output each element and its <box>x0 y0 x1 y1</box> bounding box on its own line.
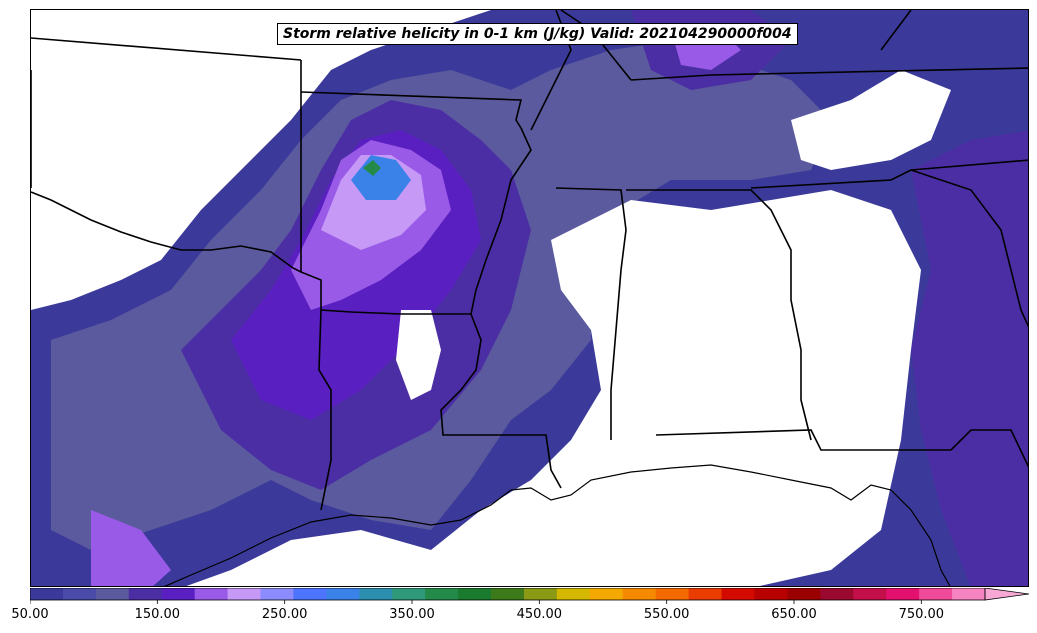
colorbar-segment <box>359 588 393 600</box>
colorbar-segment <box>853 588 887 600</box>
colorbar-segment <box>622 588 657 600</box>
helicity-map <box>31 10 1028 586</box>
colorbar-segment <box>556 588 591 600</box>
colorbar-segment <box>425 588 459 600</box>
colorbar-segment <box>161 588 196 600</box>
colorbar-segment <box>458 588 492 600</box>
helicity-field-east <box>911 130 1028 586</box>
colorbar-segment <box>523 588 558 600</box>
colorbar-segment <box>30 588 64 600</box>
colorbar-tick-label: 550.00 <box>643 607 690 622</box>
colorbar-segment <box>787 588 821 600</box>
colorbar-tick-label: 650.00 <box>771 607 817 622</box>
colorbar-outline <box>30 588 986 601</box>
colorbar-segment <box>293 588 327 600</box>
colorbar-segment <box>886 588 920 600</box>
map-title: Storm relative helicity in 0-1 km (J/kg)… <box>277 23 798 45</box>
coastline <box>164 464 951 586</box>
colorbar-segment <box>95 588 130 600</box>
colorbar-segment <box>589 588 624 600</box>
colorbar-segment <box>655 588 690 600</box>
helicity-field-gap-louisiana <box>396 310 441 400</box>
colorbar-tick-label: 150.00 <box>134 607 181 622</box>
helicity-field-gap-west <box>31 10 211 200</box>
colorbar-extend-arrow <box>984 588 1030 601</box>
colorbar-segment <box>392 588 426 600</box>
colorbar-segment <box>754 588 788 600</box>
colorbar-segment <box>227 588 262 600</box>
colorbar-segment <box>688 588 723 600</box>
colorbar-tick-label: 250.00 <box>261 607 308 622</box>
colorbar-segment <box>62 588 97 600</box>
colorbar-segment <box>721 588 755 600</box>
colorbar <box>30 588 1030 604</box>
map-panel: Storm relative helicity in 0-1 km (J/kg)… <box>30 9 1029 587</box>
colorbar-segment <box>919 588 953 600</box>
colorbar-segment <box>128 588 163 600</box>
colorbar-segment <box>491 588 525 600</box>
colorbar-tick-label: 750.00 <box>898 607 945 622</box>
colorbar-tick-label: 450.00 <box>516 607 563 622</box>
colorbar-segment <box>326 588 360 600</box>
helicity-field-green <box>363 160 381 176</box>
helicity-field-southwest <box>91 510 171 586</box>
colorbar-tick-label: 350.00 <box>389 607 435 622</box>
colorbar-segment <box>194 588 229 600</box>
helicity-field-gap-ohio <box>791 70 951 170</box>
colorbar-segment <box>820 588 854 600</box>
colorbar-segment <box>952 588 986 600</box>
helicity-field-gap-southeast <box>431 190 921 586</box>
colorbar-segment <box>260 588 294 600</box>
colorbar-tick-label: 50.00 <box>11 607 49 622</box>
